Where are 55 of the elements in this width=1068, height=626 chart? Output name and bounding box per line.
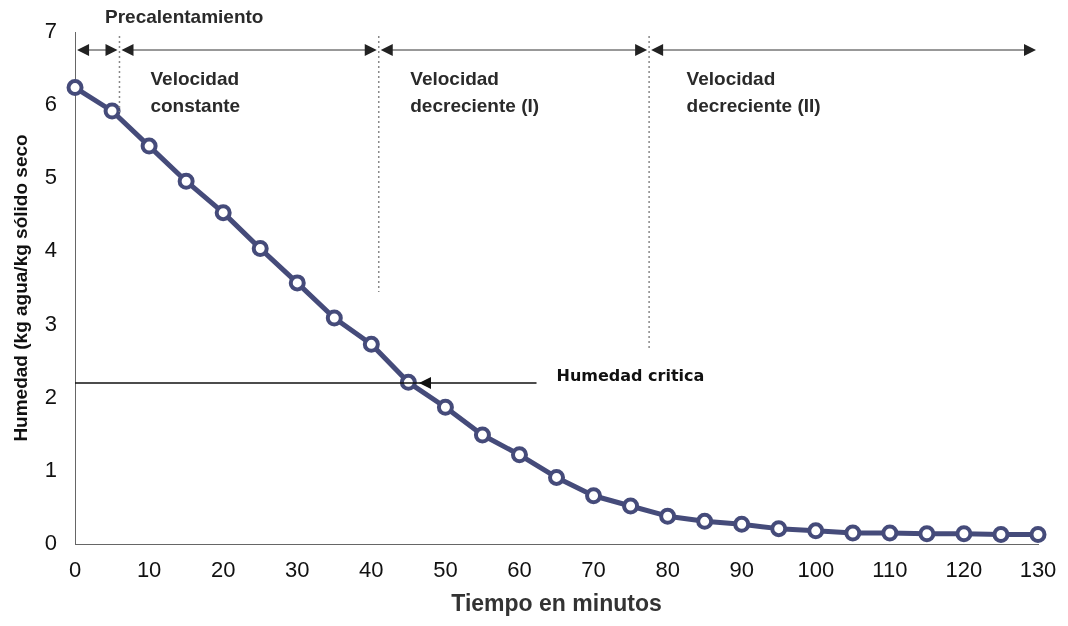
point	[473, 426, 491, 444]
x-tick-label: 70	[581, 557, 606, 583]
point	[66, 79, 84, 97]
point	[733, 515, 751, 533]
x-tick-label: 20	[210, 557, 236, 583]
x-tick-label: 100	[797, 557, 835, 583]
y-tick-label: 3	[44, 310, 58, 336]
y-tick-label: 7	[44, 18, 58, 44]
y-tick-label: 5	[44, 164, 58, 190]
annotation: Velocidad constante	[150, 68, 241, 117]
point	[214, 204, 232, 222]
point	[140, 137, 158, 155]
x-tick-label: 0	[68, 557, 82, 583]
point	[585, 487, 603, 505]
point	[103, 102, 121, 120]
x-tick-label: 90	[729, 557, 754, 583]
point	[622, 497, 640, 515]
y-tick-label: 1	[44, 456, 58, 482]
x-tick-label: 80	[655, 557, 680, 583]
y-tick-label: 6	[44, 91, 58, 117]
point	[1029, 525, 1047, 543]
ref-line-label: Humedad critica	[556, 366, 705, 386]
x-tick-label: 10	[136, 557, 162, 583]
y-tick-label: 0	[44, 530, 58, 556]
x-tick-label: 120	[945, 557, 983, 583]
point	[177, 172, 195, 190]
x-tick-label: 30	[285, 557, 310, 583]
point	[251, 240, 269, 257]
point	[881, 524, 899, 542]
x-tick-label: 110	[872, 557, 908, 583]
x-tick-label: 130	[1019, 557, 1057, 583]
y-axis-title: Humedad (kg agua/kg sólido seco	[9, 134, 31, 442]
point	[955, 525, 973, 543]
point	[992, 525, 1010, 543]
point	[807, 522, 825, 540]
point	[770, 520, 788, 538]
x-axis-title: Tiempo en minutos	[451, 589, 662, 616]
x-tick-label: 60	[507, 557, 532, 583]
point	[548, 468, 566, 486]
point	[844, 524, 862, 542]
y-tick-label: 4	[44, 237, 58, 263]
point	[696, 512, 714, 530]
y-tick-label: 2	[44, 383, 58, 409]
annotation: Velocidad decreciente (II)	[686, 68, 821, 117]
x-tick-label: 50	[433, 557, 458, 583]
annotation: Velocidad decreciente (I)	[410, 68, 540, 117]
point	[918, 525, 936, 543]
text: Precalentamiento	[105, 6, 264, 28]
x-tick-label: 40	[359, 557, 384, 583]
point	[288, 274, 306, 292]
point	[659, 507, 677, 525]
point	[510, 446, 528, 464]
point	[325, 309, 343, 327]
point	[436, 398, 454, 416]
point	[362, 335, 380, 353]
